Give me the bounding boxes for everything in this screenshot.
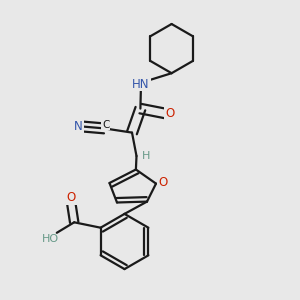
Text: N: N (74, 120, 83, 133)
Text: O: O (165, 107, 174, 120)
Text: HO: HO (42, 234, 59, 244)
Text: HN: HN (132, 77, 150, 91)
Text: C: C (102, 119, 110, 130)
Text: O: O (67, 191, 76, 204)
Text: O: O (158, 176, 167, 189)
Text: H: H (142, 151, 150, 161)
